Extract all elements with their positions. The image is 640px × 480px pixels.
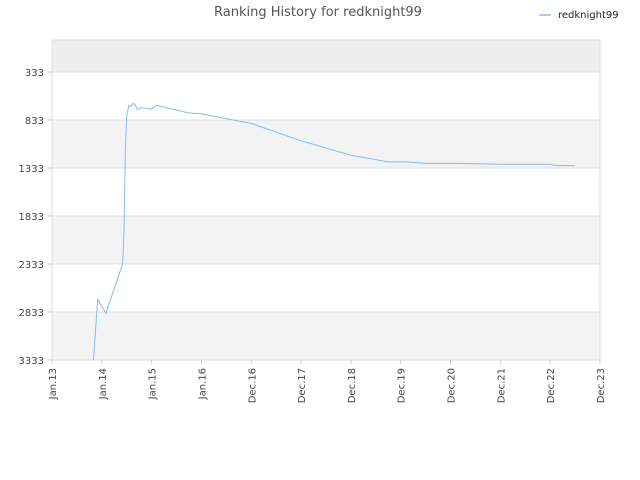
x-tick-label: Dec.18 — [347, 368, 358, 403]
series-line-redknight99 — [93, 102, 576, 361]
plot-band — [52, 263, 600, 312]
plot-band — [52, 167, 600, 216]
y-tick-label: 333 — [25, 68, 44, 79]
plot-band — [52, 40, 600, 72]
legend-entry: redknight99 — [558, 10, 619, 21]
x-tick-label: Dec.22 — [546, 368, 557, 403]
x-tick-label: Jan.16 — [197, 368, 208, 400]
legend: redknight99 — [539, 10, 619, 21]
y-axis-ticks: 3333 2833 2333 1833 1333 833 333 — [19, 68, 52, 367]
x-tick-label: Dec.17 — [297, 368, 308, 403]
y-tick-label: 2833 — [19, 308, 44, 319]
plot-frame — [51, 39, 601, 361]
plot-band — [52, 215, 600, 264]
x-tick-label: Jan.13 — [48, 368, 59, 400]
y-tick-label: 3333 — [19, 356, 44, 367]
x-tick-label: Dec.16 — [247, 368, 258, 403]
plot-band — [52, 119, 600, 168]
y-tick-label: 833 — [25, 116, 44, 127]
x-tick-label: Dec.21 — [496, 368, 507, 403]
plot-band — [52, 312, 600, 360]
plot-bands — [52, 40, 600, 360]
x-tick-label: Jan.15 — [148, 368, 159, 400]
x-tick-label: Dec.23 — [596, 368, 607, 403]
y-tick-label: 1333 — [19, 164, 44, 175]
x-axis-ticks: Jan.13 Jan.14 Jan.15 Jan.16 Dec.16 Dec.17 Dec.… — [48, 360, 607, 403]
x-tick-label: Dec.19 — [397, 368, 408, 403]
y-tick-label: 2333 — [19, 260, 44, 271]
x-tick-label: Dec.20 — [447, 368, 458, 403]
x-tick-label: Jan.14 — [98, 368, 109, 400]
plot-band — [52, 71, 600, 120]
y-tick-label: 1833 — [19, 212, 44, 223]
chart-title: Ranking History for redknight99 — [214, 5, 422, 20]
